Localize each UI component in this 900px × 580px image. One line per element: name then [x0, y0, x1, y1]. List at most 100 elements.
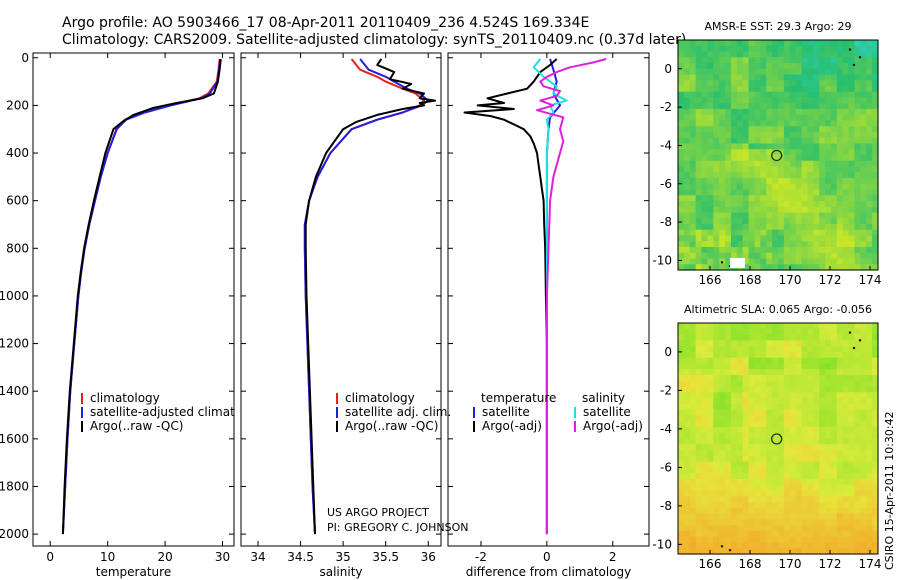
map-cell: [836, 247, 844, 254]
map-cell: [801, 438, 809, 445]
map-cell: [719, 126, 726, 133]
map-cell: [683, 103, 691, 110]
map-cell: [695, 235, 703, 242]
map-cell: [678, 166, 685, 173]
map-cell: [825, 149, 832, 156]
map-cell: [678, 183, 685, 191]
map-cell: [860, 68, 867, 76]
map-cell: [848, 178, 856, 185]
map-cell: [866, 496, 873, 503]
map-cell: [748, 386, 756, 393]
map-cell: [719, 502, 726, 509]
map-cell: [836, 229, 844, 237]
map-cell: [842, 346, 850, 353]
map-cell: [713, 80, 720, 87]
map-cell: [819, 392, 826, 399]
map-cell: [848, 155, 856, 162]
map-cell: [748, 149, 756, 156]
map-cell: [748, 438, 756, 445]
map-cell: [695, 426, 703, 434]
map-cell: [760, 258, 767, 265]
map-cell: [819, 398, 826, 405]
map-cell: [701, 74, 709, 81]
map-cell: [742, 467, 750, 474]
map-cell: [789, 45, 797, 53]
map-cell: [766, 235, 773, 242]
map-cell: [836, 525, 844, 532]
map-cell: [783, 507, 791, 515]
map-cell: [825, 189, 832, 196]
map-cell: [695, 467, 703, 474]
map-cell: [789, 340, 797, 347]
map-cell: [695, 160, 703, 168]
map-cell: [683, 421, 691, 428]
map-cell: [795, 224, 803, 231]
map-cell: [748, 467, 756, 474]
map-cell: [725, 206, 732, 214]
map-cell: [683, 519, 691, 526]
map-cell: [754, 51, 761, 58]
map-cell: [754, 380, 761, 388]
map-cell: [789, 398, 797, 405]
map-cell: [778, 369, 785, 376]
map-cell: [736, 426, 744, 434]
map-cell: [719, 467, 726, 474]
map-cell: [695, 40, 703, 47]
map-cell: [713, 386, 720, 393]
map-cell: [807, 409, 814, 417]
map-cell: [842, 212, 850, 219]
map-cell: [848, 409, 856, 417]
map-cell: [825, 218, 832, 225]
map-cell: [872, 91, 879, 99]
map-cell: [719, 109, 726, 116]
map-cell: [725, 519, 732, 526]
map-cell: [683, 91, 691, 99]
map-cell: [860, 235, 867, 242]
map-cell: [783, 392, 791, 399]
map-cell: [748, 166, 756, 173]
map-cell: [736, 346, 744, 353]
map-cell: [701, 137, 709, 145]
map-cell: [807, 114, 814, 122]
map-cell: [860, 340, 867, 347]
map-cell: [766, 542, 773, 549]
map-cell: [866, 444, 873, 451]
map-cell: [754, 478, 761, 486]
map-cell: [801, 109, 809, 116]
map-cell: [872, 155, 879, 162]
map-cell: [848, 212, 856, 219]
map-cell: [736, 403, 744, 411]
map-cell: [707, 247, 714, 254]
map-cell: [842, 155, 850, 162]
map-cell: [848, 86, 856, 93]
map-cell: [719, 178, 726, 185]
map-cell: [754, 374, 761, 382]
map-cell: [778, 444, 785, 451]
map-cell: [683, 392, 691, 399]
map-cell: [707, 160, 714, 168]
map-cell: [813, 340, 820, 347]
map-cell: [830, 126, 838, 133]
map-cell: [713, 57, 720, 64]
map-cell: [766, 86, 773, 93]
island-speck: [848, 48, 852, 51]
map-cell: [795, 114, 803, 122]
map-cell: [730, 178, 738, 185]
map-cell: [719, 525, 726, 532]
map-cell: [713, 206, 720, 214]
map-cell: [772, 252, 779, 260]
map-cell: [736, 103, 744, 110]
map-cell: [736, 40, 744, 47]
map-cell: [854, 467, 861, 474]
map-cell: [807, 160, 814, 168]
map-cell: [707, 120, 714, 127]
map-cell: [725, 137, 732, 145]
map-cell: [848, 109, 856, 116]
map-cell: [748, 369, 756, 376]
map-cell: [778, 525, 785, 532]
map-cell: [701, 374, 709, 382]
map-cell: [760, 386, 767, 393]
map-cell: [730, 172, 738, 179]
map-cell: [748, 473, 756, 480]
temperature-panel-frame: [32, 52, 235, 547]
